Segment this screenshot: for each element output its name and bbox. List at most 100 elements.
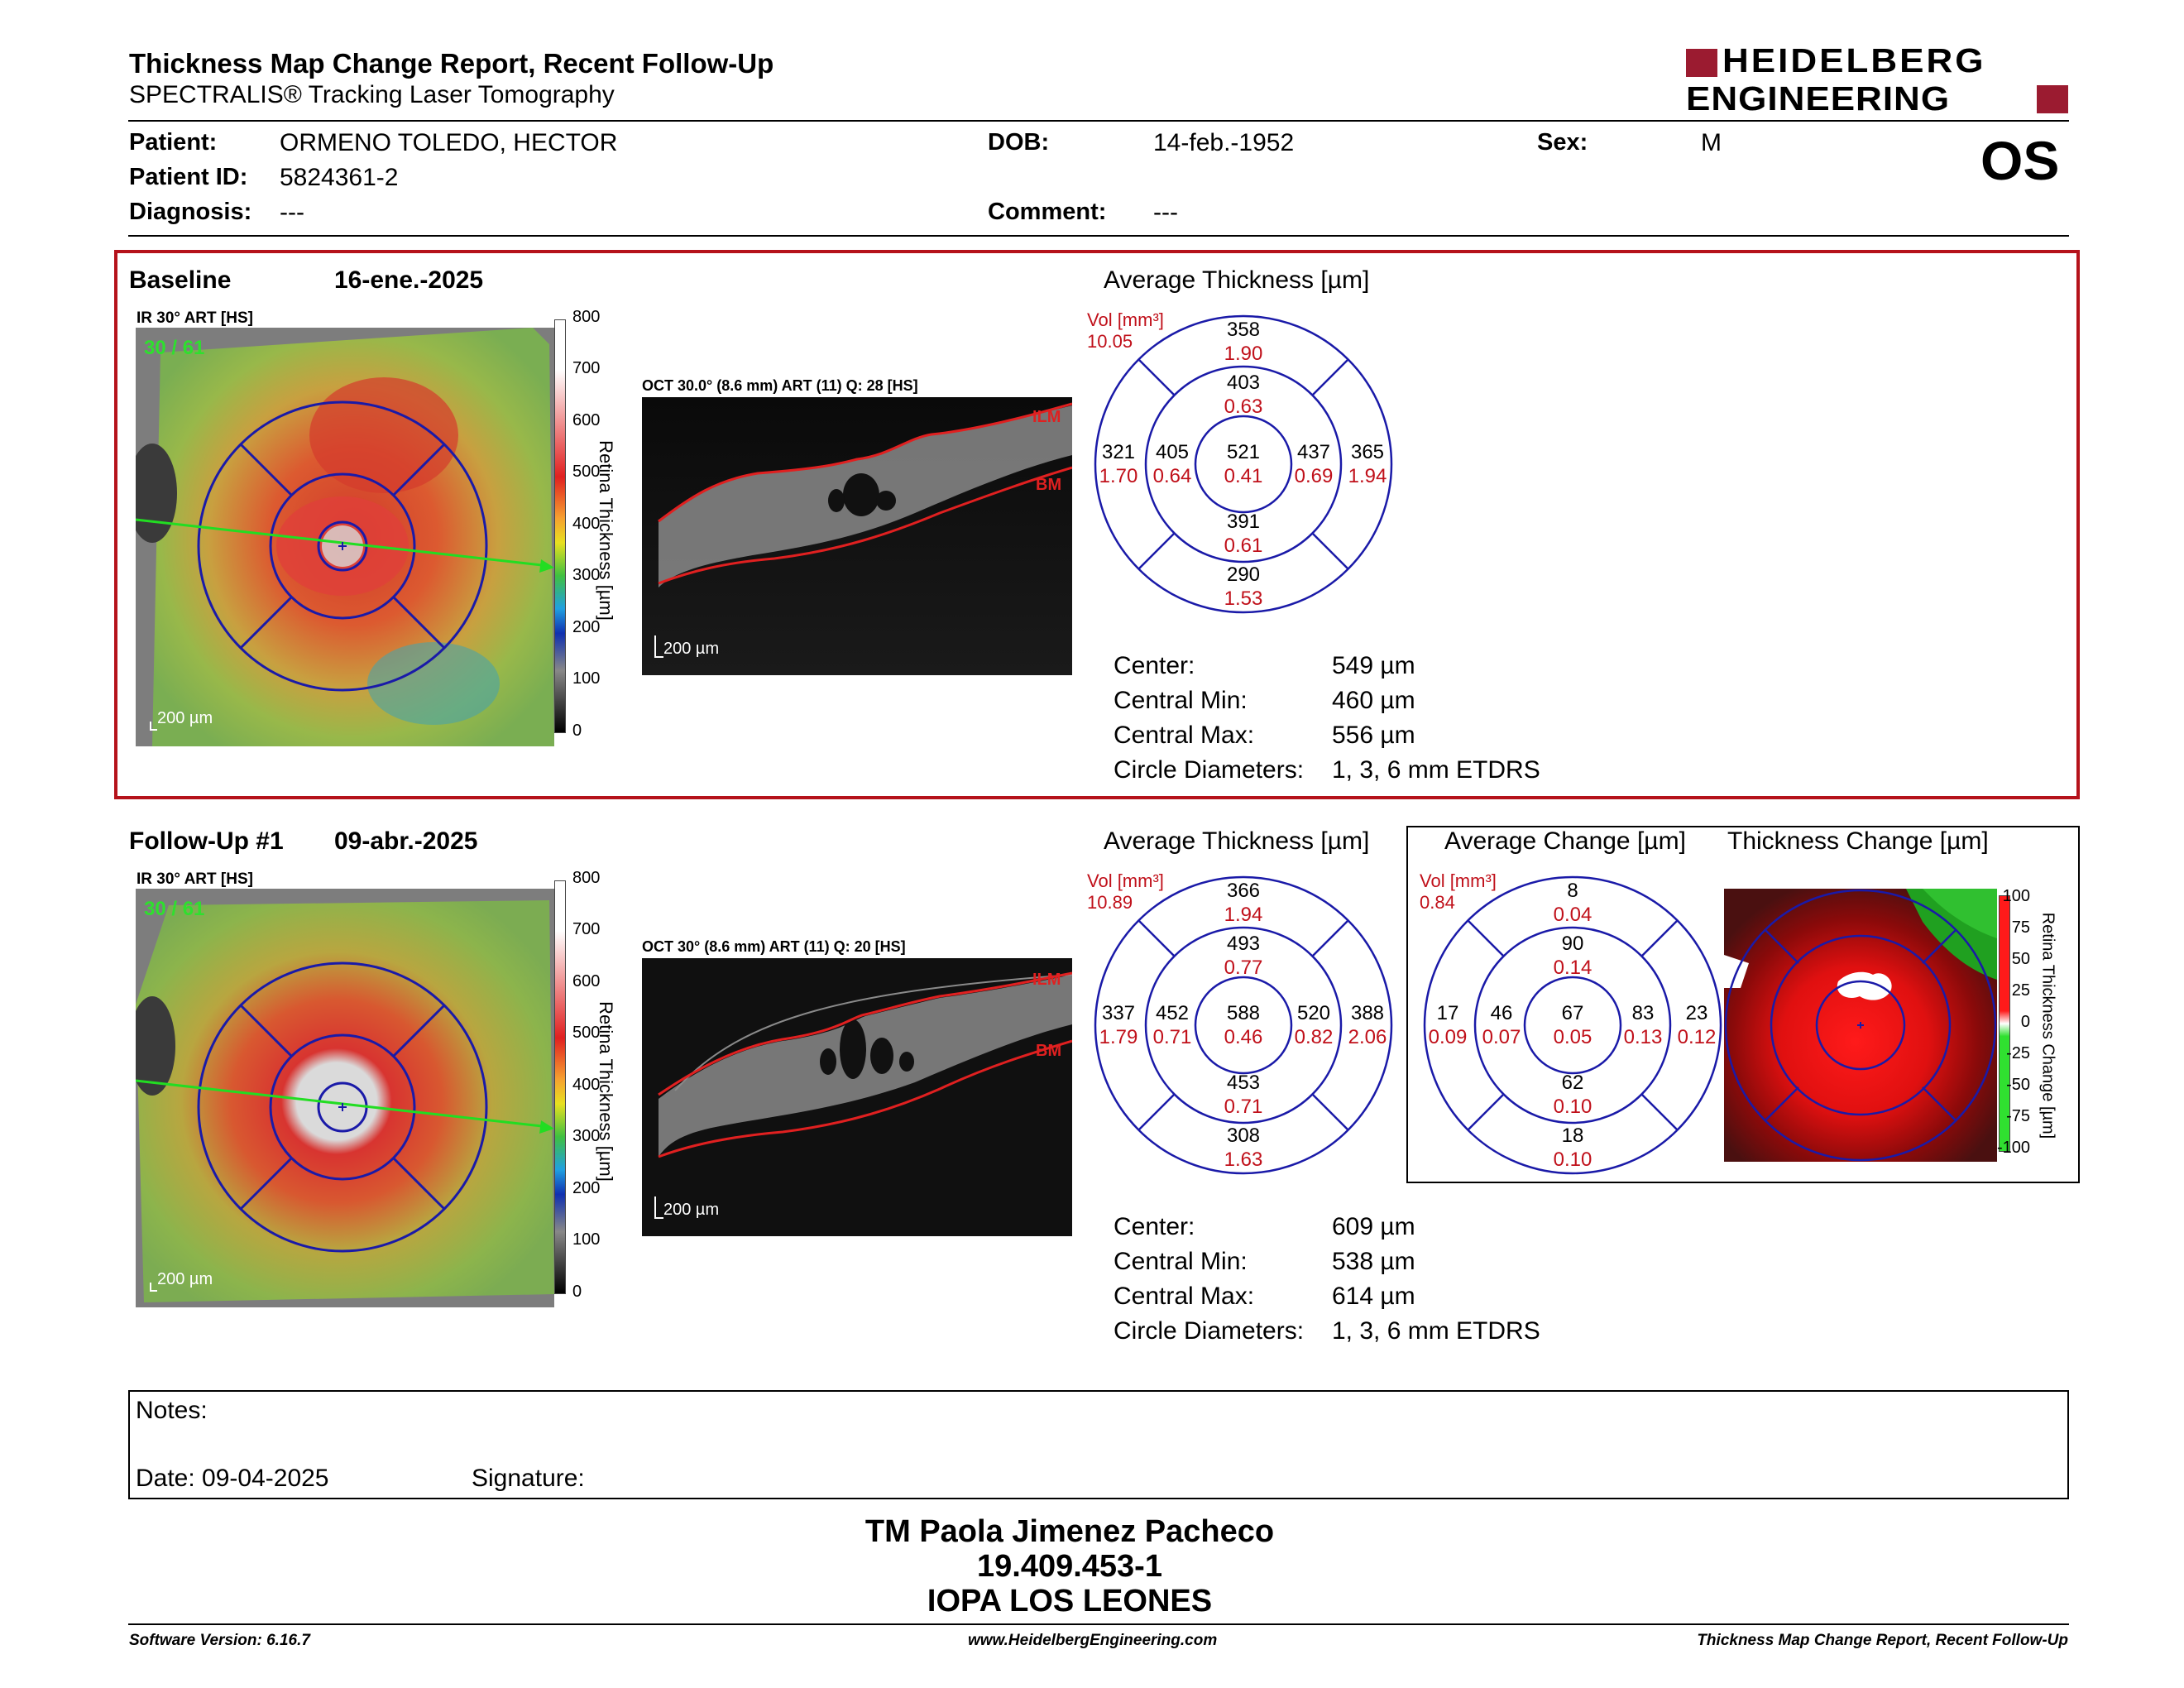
change-colorbar-title: Retina Thickness Change [µm] <box>2038 912 2057 1139</box>
grid-inner-temporal: 452 0.71 <box>1152 1002 1192 1048</box>
change-colorbar-ticks: 100 75 50 25 0 -25 -50 -75 -100 <box>1980 887 2030 1160</box>
change-panel <box>1406 826 2080 1183</box>
tick: 25 <box>2011 981 2030 1000</box>
tick: 200 <box>572 618 601 636</box>
baseline-thickness-map: 30 / 61 200 µm <box>136 328 554 746</box>
grid-outer-nasal: 365 1.94 <box>1348 441 1387 487</box>
tick: 700 <box>572 359 601 377</box>
signer-name: TM Paola Jimenez Pacheco <box>864 1514 1275 1549</box>
sex-value: M <box>1701 129 1722 156</box>
change-etdrs-grid: 8 0.04 90 0.14 67 0.05 17 0.09 46 0.07 83 0.13… <box>1423 875 1722 1175</box>
followup-colorbar-title: Retina Thickness [µm] <box>596 1001 616 1182</box>
grid-inner-temporal: 405 0.64 <box>1152 441 1192 487</box>
dob-label: DOB: <box>988 129 1050 156</box>
logo-line2: ENGINEERING <box>1686 80 1951 118</box>
followup-oct-label: OCT 30° (8.6 mm) ART (11) Q: 20 [HS] <box>642 938 906 955</box>
grid-outer-nasal: 23 0.12 <box>1677 1002 1717 1048</box>
notes-box[interactable] <box>128 1390 2069 1499</box>
notes-label: Notes: <box>136 1397 208 1424</box>
baseline-etdrs-grid: 358 1.90 403 0.63 521 0.41 321 1.70 405 0.64 … <box>1094 314 1393 614</box>
grid-outer-inferior: 308 1.63 <box>1224 1125 1263 1171</box>
tick: 300 <box>572 1127 601 1145</box>
change-vol-value: 0.84 <box>1420 892 1455 913</box>
change-map-title: Thickness Change [µm] <box>1727 827 1989 855</box>
tick: 200 <box>572 1179 601 1197</box>
tick: 600 <box>572 972 601 990</box>
eye-label: OS <box>1980 130 2060 191</box>
grid-center: 588 0.46 <box>1224 1002 1263 1048</box>
grid-outer-inferior: 18 0.10 <box>1553 1125 1592 1171</box>
dob-value: 14-feb.-1952 <box>1153 129 1295 156</box>
grid-inner-superior: 493 0.77 <box>1224 933 1263 979</box>
baseline-oct-label: OCT 30.0° (8.6 mm) ART (11) Q: 28 [HS] <box>642 377 918 394</box>
tick: -75 <box>2006 1107 2030 1125</box>
followup-ir-frames: 30 / 61 <box>144 898 204 920</box>
grid-inner-superior: 403 0.63 <box>1224 372 1263 418</box>
grid-inner-superior: 90 0.14 <box>1553 933 1592 979</box>
tick: 700 <box>572 920 601 938</box>
grid-outer-temporal: 17 0.09 <box>1428 1002 1468 1048</box>
grid-inner-nasal: 83 0.13 <box>1623 1002 1663 1048</box>
grid-outer-inferior: 290 1.53 <box>1224 563 1263 610</box>
patient-id-label: Patient ID: <box>129 164 248 190</box>
followup-bm-label: BM <box>1036 1042 1061 1060</box>
baseline-colorbar-title: Retina Thickness [µm] <box>596 440 616 621</box>
baseline-panel <box>114 250 2080 799</box>
baseline-stats-labels: Center: Central Min: Central Max: Circle… <box>1114 652 1305 784</box>
followup-stats-labels: Center: Central Min: Central Max: Circle… <box>1114 1213 1305 1345</box>
tick: 0 <box>572 1283 582 1301</box>
logo-square-icon-2 <box>2037 85 2068 113</box>
baseline-vol-label: Vol [mm³] <box>1087 309 1164 330</box>
change-vol-label: Vol [mm³] <box>1420 870 1497 891</box>
grid-center: 521 0.41 <box>1224 441 1263 487</box>
followup-colorbar-ticks: 800 700 600 500 400 300 200 100 0 <box>572 869 606 1301</box>
grid-center: 67 0.05 <box>1553 1002 1592 1048</box>
followup-label: Follow-Up #1 <box>129 827 284 855</box>
tick: 600 <box>572 411 601 429</box>
tick: 400 <box>572 515 601 533</box>
website-link[interactable]: www.HeidelbergEngineering.com <box>968 1632 1218 1649</box>
logo-square-icon <box>1686 49 1717 77</box>
baseline-ir-scale: 200 µm <box>157 709 213 727</box>
tick: 100 <box>2002 887 2030 905</box>
followup-thickness-map: 30 / 61 200 µm <box>136 889 554 1307</box>
baseline-bm-label: BM <box>1036 476 1061 494</box>
thickness-change-map <box>1724 889 1997 1162</box>
signature-label: Signature: <box>472 1465 585 1492</box>
patient-id: 5824361-2 <box>280 164 399 191</box>
baseline-vol-value: 10.05 <box>1087 331 1133 352</box>
grid-inner-nasal: 437 0.69 <box>1294 441 1334 487</box>
report-subtitle: SPECTRALIS® Tracking Laser Tomography <box>129 81 615 108</box>
tick: 75 <box>2011 918 2030 937</box>
tick: 100 <box>572 669 601 688</box>
baseline-ir-label: IR 30° ART [HS] <box>136 309 253 327</box>
grid-inner-inferior: 62 0.10 <box>1553 1072 1592 1118</box>
baseline-colorbar <box>554 319 566 733</box>
followup-date: 09-abr.-2025 <box>334 827 478 855</box>
tick: -25 <box>2006 1044 2030 1062</box>
grid-inner-nasal: 520 0.82 <box>1294 1002 1334 1048</box>
signer-rut: 19.409.453-1 <box>977 1549 1162 1584</box>
tick: 800 <box>572 869 601 887</box>
patient-label: Patient: <box>129 129 218 156</box>
change-colorbar <box>1999 895 2010 1152</box>
report-title: Thickness Map Change Report, Recent Foll… <box>129 48 774 79</box>
followup-ilm-label: ILM <box>1032 971 1061 989</box>
grid-outer-temporal: 321 1.70 <box>1099 441 1138 487</box>
followup-stats-values: 609 µm 538 µm 614 µm 1, 3, 6 mm ETDRS <box>1332 1213 1540 1345</box>
grid-outer-superior: 366 1.94 <box>1224 880 1263 926</box>
grid-outer-superior: 358 1.90 <box>1224 319 1263 365</box>
tick: 50 <box>2011 950 2030 968</box>
grid-outer-nasal: 388 2.06 <box>1348 1002 1387 1048</box>
followup-etdrs-grid: 366 1.94 493 0.77 588 0.46 337 1.79 452 0.71 … <box>1094 875 1393 1175</box>
grid-inner-temporal: 46 0.07 <box>1482 1002 1521 1048</box>
grid-outer-superior: 8 0.04 <box>1553 880 1592 926</box>
tick: 300 <box>572 566 601 584</box>
followup-oct-scan: ILM BM 200 µm <box>642 958 1072 1236</box>
signer-org: IOPA LOS LEONES <box>927 1584 1213 1618</box>
footer-report-name: Thickness Map Change Report, Recent Foll… <box>1697 1632 2068 1649</box>
baseline-colorbar-ticks: 800 700 600 500 400 300 200 100 0 <box>572 308 606 740</box>
followup-avg-title: Average Thickness [µm] <box>1104 827 1370 855</box>
followup-vol-value: 10.89 <box>1087 892 1133 913</box>
baseline-oct-scan: ILM BM 200 µm <box>642 397 1072 675</box>
